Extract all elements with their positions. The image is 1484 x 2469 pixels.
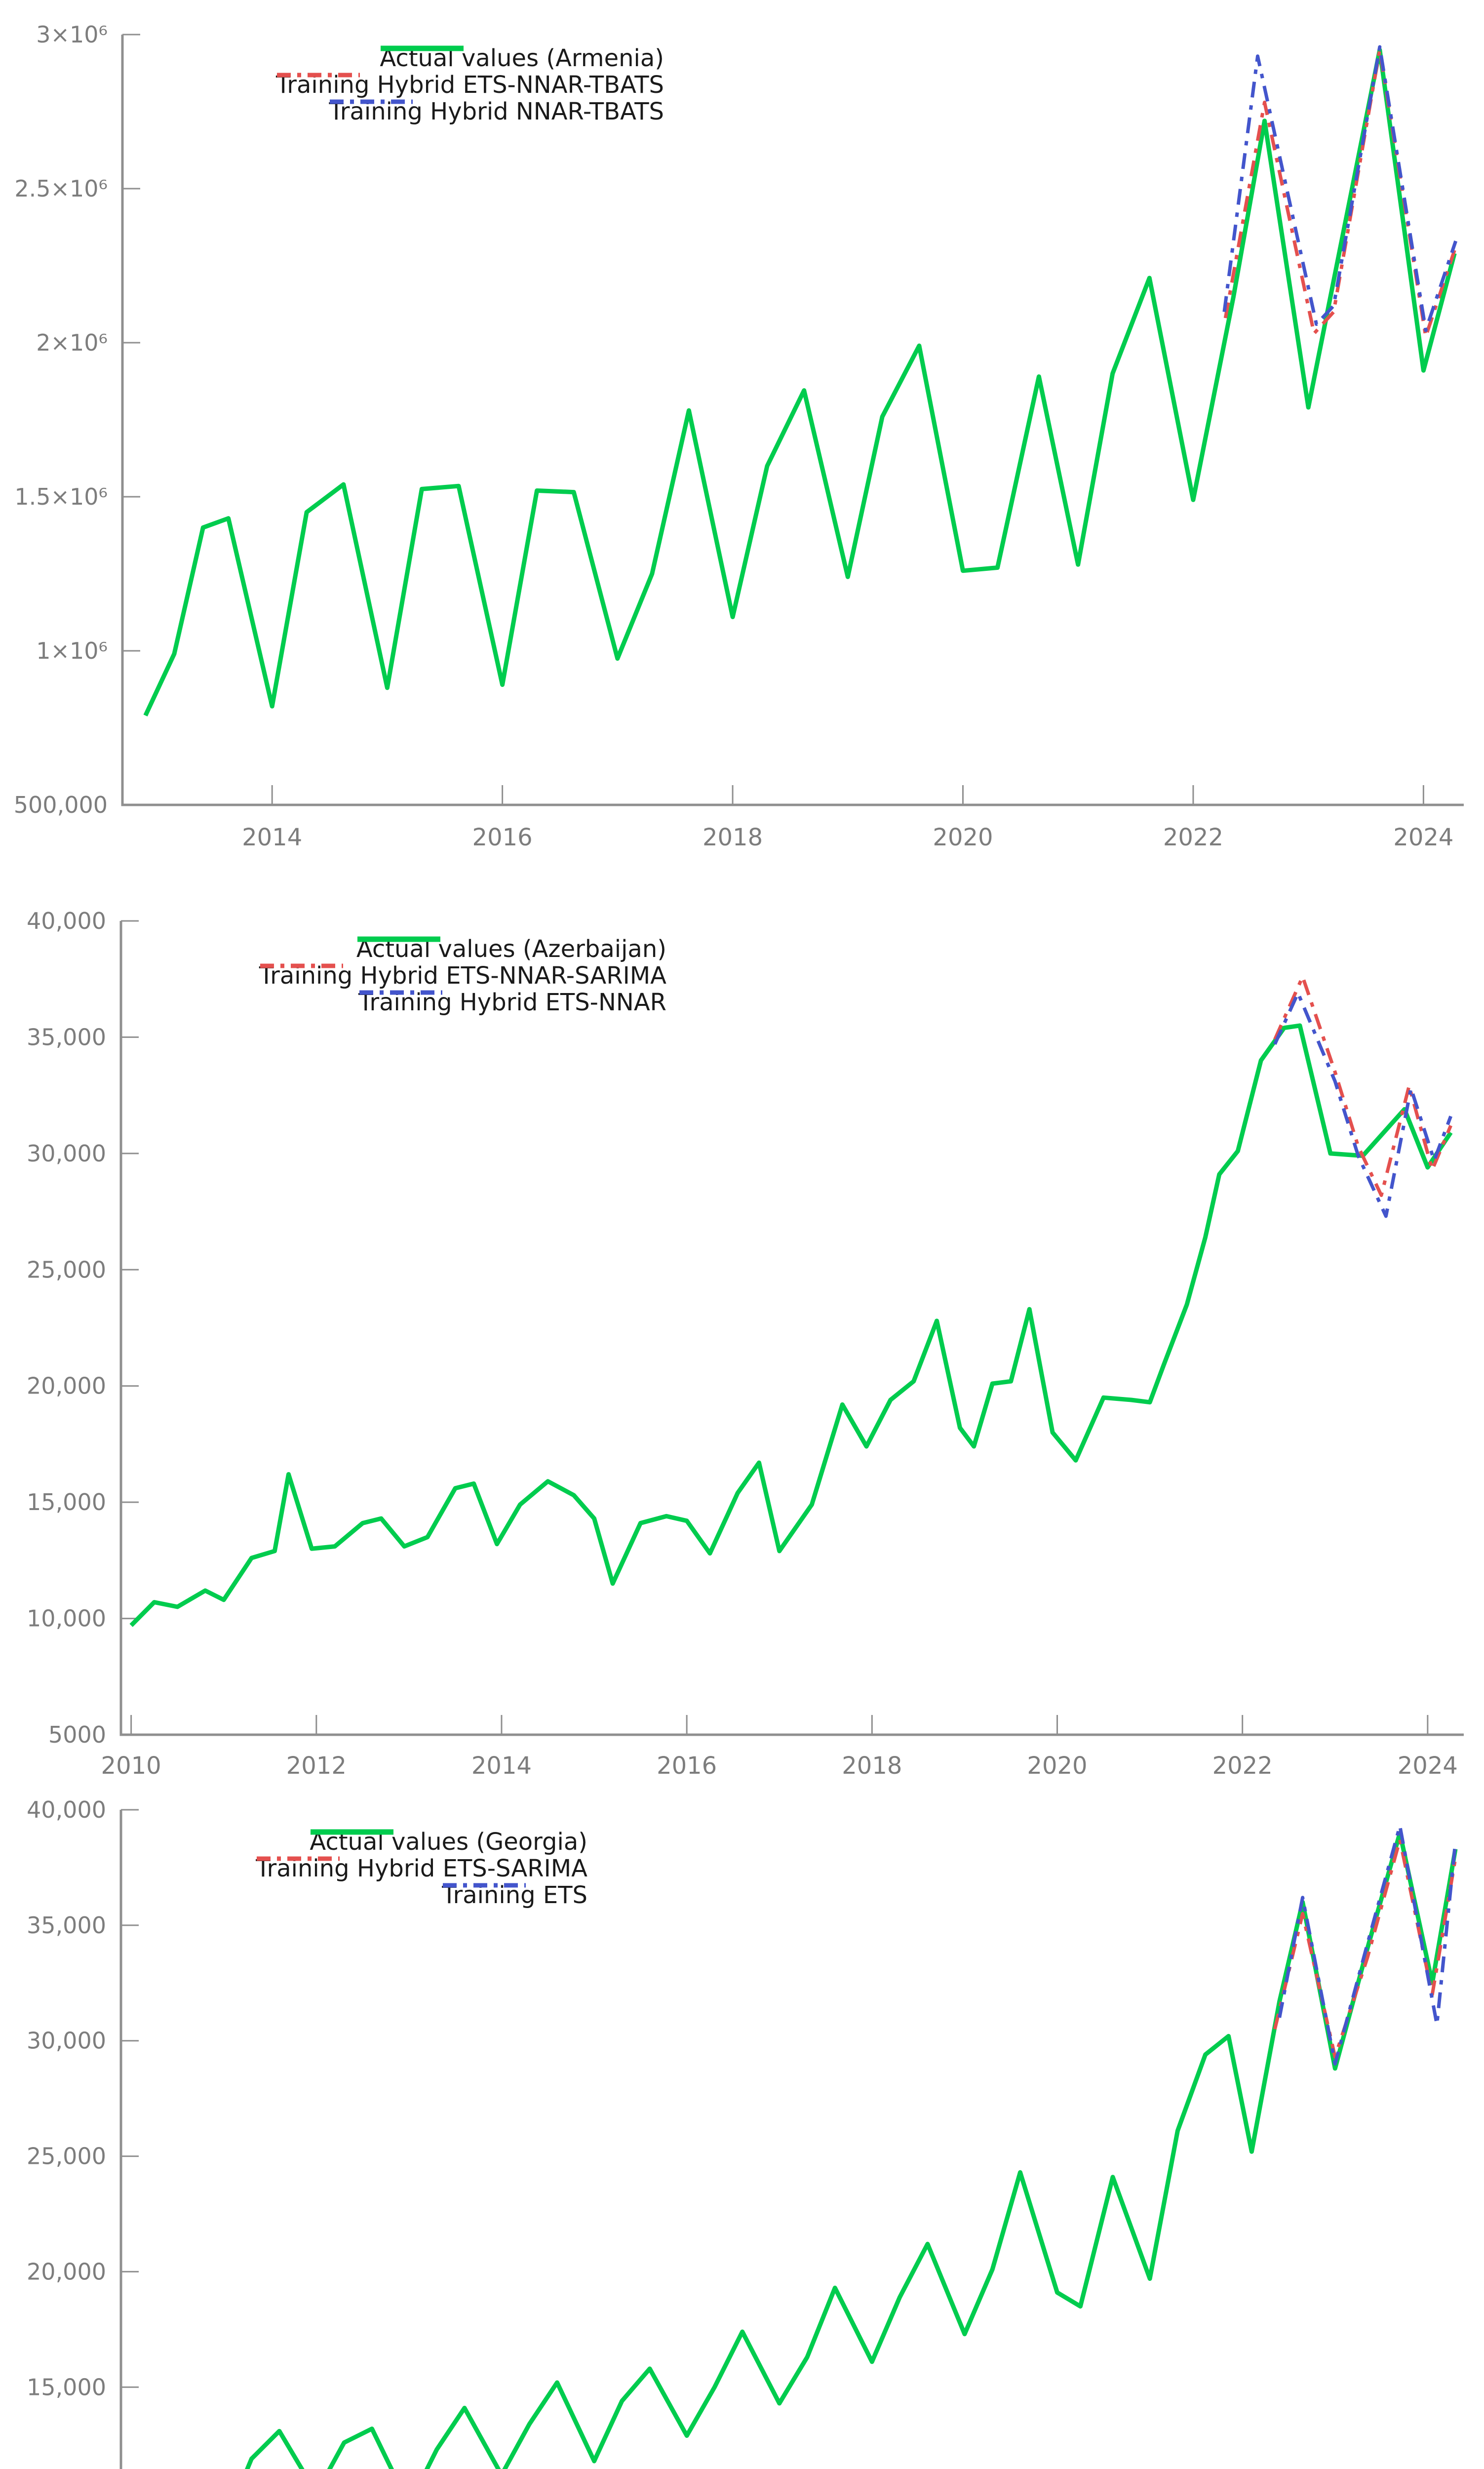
x-tick-label: 2014 bbox=[242, 824, 302, 851]
y-tick-label: 25,000 bbox=[27, 2143, 106, 2170]
chart-georgia: 500010,00015,00020,00025,00030,00035,000… bbox=[0, 1778, 1484, 2469]
series-line bbox=[1222, 45, 1458, 332]
chart-azerbaijan-canvas: 5000 10,000 15,000 20,000 25,000 30,000 35,000… bbox=[27, 908, 1464, 1778]
x-tick-label: 2018 bbox=[703, 824, 763, 851]
y-tick-label: 2×10⁶ bbox=[36, 329, 108, 356]
series-line bbox=[245, 1831, 1458, 2469]
y-tick-label: 25,000 bbox=[27, 1256, 106, 1283]
x-tick-label: 2022 bbox=[1212, 1752, 1273, 1778]
y-tick-label: 30,000 bbox=[27, 1140, 106, 1167]
chart-azerbaijan: 5000 10,000 15,000 20,000 25,000 30,000 35,000… bbox=[0, 889, 1484, 1778]
x-tick-label: 2024 bbox=[1398, 1752, 1458, 1778]
x-tick-label: 2010 bbox=[101, 1752, 161, 1778]
y-tick-label: 10,000 bbox=[27, 1605, 106, 1632]
x-tick-label: 2016 bbox=[472, 824, 533, 851]
series-line bbox=[1273, 975, 1452, 1197]
y-tick-label: 15,000 bbox=[27, 2374, 106, 2400]
y-tick-label: 2.5×10⁶ bbox=[14, 175, 108, 202]
x-tick-label: 2022 bbox=[1163, 824, 1223, 851]
series-line bbox=[143, 47, 1457, 717]
x-tick-label: 2018 bbox=[842, 1752, 902, 1778]
y-tick-label: 500,000 bbox=[14, 792, 108, 818]
y-tick-label: 20,000 bbox=[27, 1373, 106, 1399]
axis-lines bbox=[119, 921, 1464, 1736]
series-line bbox=[1278, 1824, 1457, 2066]
y-tick-label: 35,000 bbox=[27, 1024, 106, 1050]
x-tick-label: 2012 bbox=[286, 1752, 347, 1778]
y-tick-label: 35,000 bbox=[27, 1912, 106, 1939]
y-tick-label: 3×10⁶ bbox=[36, 21, 108, 48]
y-tick-label: 40,000 bbox=[27, 908, 106, 934]
x-tick-label: 2016 bbox=[657, 1752, 717, 1778]
x-tick-label: 2020 bbox=[933, 824, 993, 851]
y-tick-label: 5000 bbox=[48, 1721, 106, 1748]
y-tick-label: 1×10⁶ bbox=[36, 637, 108, 664]
y-tick-label: 40,000 bbox=[27, 1796, 106, 1823]
chart-armenia: 500,000 1×10⁶ 1.5×10⁶ 2×10⁶ 2.5×10⁶ 3×10⁶ 2014… bbox=[0, 0, 1484, 889]
chart-armenia-canvas: 500,000 1×10⁶ 1.5×10⁶ 2×10⁶ 2.5×10⁶ 3×10⁶ 2014… bbox=[14, 21, 1464, 851]
y-tick-label: 20,000 bbox=[27, 2258, 106, 2285]
axis-lines bbox=[119, 1810, 122, 2469]
y-tick-label: 15,000 bbox=[27, 1489, 106, 1515]
y-tick-label: 1.5×10⁶ bbox=[14, 483, 108, 510]
x-tick-label: 2024 bbox=[1393, 824, 1453, 851]
axis-lines bbox=[121, 35, 1464, 806]
series-line bbox=[1273, 991, 1452, 1218]
series-line bbox=[129, 1023, 1453, 1627]
y-tick-label: 30,000 bbox=[27, 2028, 106, 2054]
series-line bbox=[1223, 48, 1456, 338]
x-tick-label: 2020 bbox=[1027, 1752, 1087, 1778]
x-tick-label: 2014 bbox=[471, 1752, 532, 1778]
chart-georgia-canvas: 500010,00015,00020,00025,00030,00035,000… bbox=[27, 1796, 1458, 2469]
